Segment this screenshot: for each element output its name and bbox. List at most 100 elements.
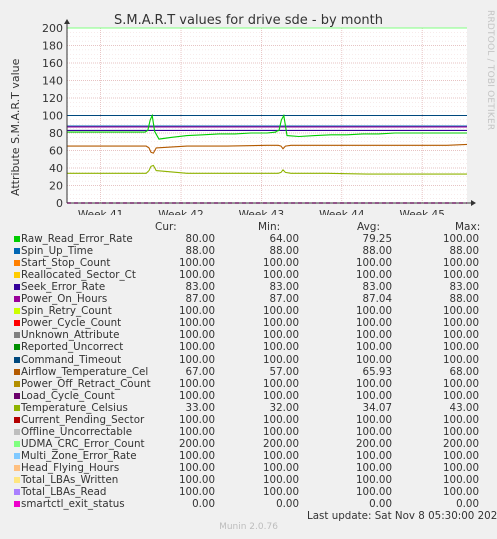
legend-value-avg: 100.00 bbox=[355, 425, 392, 438]
legend-value-cur: 87.00 bbox=[185, 293, 215, 306]
legend-value-cur: 200.00 bbox=[178, 437, 215, 450]
legend-value-cur: 100.00 bbox=[178, 425, 215, 438]
legend-series-name: Current_Pending_Sector bbox=[21, 413, 145, 426]
legend-value-cur: 100.00 bbox=[178, 449, 215, 462]
legend-series-name: Airflow_Temperature_Cel bbox=[21, 365, 149, 378]
legend-value-avg: 65.93 bbox=[362, 365, 392, 378]
legend-value-cur: 100.00 bbox=[178, 474, 215, 486]
legend-value-avg: 100.00 bbox=[355, 486, 392, 499]
legend-value-cur: 100.00 bbox=[178, 353, 215, 366]
legend-row: Reallocated_Sector_Ct 100.00 100.00 100.00 1… bbox=[13, 269, 493, 281]
y-tick-label: 180 bbox=[42, 40, 63, 53]
y-tick-label: 200 bbox=[42, 22, 63, 35]
last-update: Last update: Sat Nov 8 05:30:00 2025 bbox=[307, 510, 497, 522]
legend-swatch bbox=[14, 452, 20, 459]
legend-value-cur: 100.00 bbox=[178, 269, 215, 282]
legend-value-min: 100.00 bbox=[262, 257, 299, 270]
series-line-airflow_temperature_cel bbox=[67, 143, 468, 154]
legend-row: Power_On_Hours 87.00 87.00 87.04 88.00 bbox=[13, 293, 493, 305]
legend-value-min: 100.00 bbox=[262, 449, 299, 462]
legend-value-max: 43.00 bbox=[449, 401, 479, 414]
y-axis-arrow bbox=[64, 19, 70, 24]
legend-value-cur: 100.00 bbox=[178, 257, 215, 270]
legend-value-max: 88.00 bbox=[449, 245, 479, 258]
legend-row: Spin_Retry_Count 100.00 100.00 100.00 100.00 bbox=[13, 305, 493, 317]
legend-value-avg: 88.00 bbox=[362, 245, 392, 258]
legend-swatch bbox=[14, 356, 20, 363]
legend-swatch bbox=[14, 308, 20, 315]
y-axis-label: Attribute S.M.A.R.T value bbox=[9, 58, 22, 196]
legend-value-min: 100.00 bbox=[262, 377, 299, 390]
legend-row: Total_LBAs_Read 100.00 100.00 100.00 100.00 bbox=[13, 486, 493, 498]
y-tick-label: 120 bbox=[42, 92, 63, 105]
legend-value-cur: 33.00 bbox=[185, 401, 215, 414]
legend-series-name: Spin_Retry_Count bbox=[21, 305, 112, 318]
legend-value-max: 100.00 bbox=[442, 341, 479, 354]
legend-value-max: 200.00 bbox=[442, 437, 479, 450]
legend-value-min: 100.00 bbox=[262, 353, 299, 366]
legend-row: Current_Pending_Sector 100.00 100.00 100.00… bbox=[13, 414, 493, 426]
legend-value-avg: 0.00 bbox=[369, 498, 392, 511]
legend-value-max: 100.00 bbox=[442, 305, 479, 318]
legend-row: Seek_Error_Rate 83.00 83.00 83.00 83.00 bbox=[13, 281, 493, 293]
legend-value-avg: 100.00 bbox=[355, 329, 392, 342]
legend-swatch bbox=[14, 416, 20, 423]
legend-swatch bbox=[14, 380, 20, 387]
legend-row: Power_Cycle_Count 100.00 100.00 100.00 100.0… bbox=[13, 317, 493, 329]
legend-value-min: 83.00 bbox=[269, 281, 299, 294]
legend-series-name: Power_Off_Retract_Count bbox=[21, 377, 151, 390]
legend-series-name: Raw_Read_Error_Rate bbox=[21, 233, 133, 245]
legend-value-max: 100.00 bbox=[442, 474, 479, 486]
legend-row: Airflow_Temperature_Cel 67.00 57.00 65.93 68… bbox=[13, 366, 493, 378]
legend-value-max: 83.00 bbox=[449, 281, 479, 294]
legend-value-cur: 100.00 bbox=[178, 341, 215, 354]
legend-value-cur: 67.00 bbox=[185, 365, 215, 378]
legend-value-cur: 100.00 bbox=[178, 317, 215, 330]
legend-swatch bbox=[14, 428, 20, 435]
legend-swatch bbox=[14, 501, 20, 508]
legend-swatch bbox=[14, 260, 20, 267]
legend-series-name: Head_Flying_Hours bbox=[21, 461, 120, 474]
legend-header-avg: Avg: bbox=[357, 221, 380, 233]
legend-value-cur: 100.00 bbox=[178, 329, 215, 342]
legend-header-max: Max: bbox=[455, 221, 481, 233]
legend-value-min: 100.00 bbox=[262, 413, 299, 426]
legend-value-min: 100.00 bbox=[262, 317, 299, 330]
legend-value-min: 64.00 bbox=[269, 233, 299, 245]
legend-swatch bbox=[14, 284, 20, 291]
legend-series-name: Power_Cycle_Count bbox=[21, 317, 122, 330]
legend-value-max: 100.00 bbox=[442, 269, 479, 282]
legend-value-max: 100.00 bbox=[442, 353, 479, 366]
legend-series-name: Offline_Uncorrectable bbox=[21, 425, 133, 438]
legend-series-name: Command_Timeout bbox=[21, 353, 122, 366]
y-tick-label: 100 bbox=[42, 110, 63, 123]
legend-row: Unknown_Attribute 100.00 100.00 100.00 100.0… bbox=[13, 329, 493, 341]
legend-row: Multi_Zone_Error_Rate 100.00 100.00 100.00 1… bbox=[13, 450, 493, 462]
legend-value-min: 100.00 bbox=[262, 425, 299, 438]
legend-series-name: UDMA_CRC_Error_Count bbox=[21, 437, 145, 450]
munin-version: Munin 2.0.76 bbox=[219, 522, 278, 532]
chart-svg: 0 20 40 60 80 100 120 140 160 180 200 Week 41 Week 4… bbox=[42, 19, 476, 215]
legend-row: smartctl_exit_status 0.00 0.00 0.00 0.00 bbox=[13, 498, 493, 510]
legend-series-name: Reported_Uncorrect bbox=[21, 341, 124, 354]
legend-value-avg: 34.07 bbox=[362, 401, 392, 414]
y-tick-label: 40 bbox=[49, 162, 63, 175]
legend-value-cur: 80.00 bbox=[185, 233, 215, 245]
legend-swatch bbox=[14, 404, 20, 411]
legend-series-name: smartctl_exit_status bbox=[21, 498, 125, 511]
legend-series-name: Spin_Up_Time bbox=[21, 245, 94, 258]
legend-header-min: Min: bbox=[258, 221, 281, 233]
legend-value-avg: 100.00 bbox=[355, 257, 392, 270]
series-line-temperature_celsius bbox=[67, 164, 467, 175]
y-tick-label: 160 bbox=[42, 57, 63, 70]
x-tick-label: Week 45 bbox=[399, 209, 444, 215]
legend-header-cur: Cur: bbox=[155, 221, 177, 233]
legend-swatch bbox=[14, 392, 20, 399]
legend-row: Command_Timeout 100.00 100.00 100.00 100.00 bbox=[13, 354, 493, 366]
legend-value-avg: 79.25 bbox=[362, 233, 392, 245]
legend-value-min: 100.00 bbox=[262, 389, 299, 402]
legend-swatch bbox=[14, 344, 20, 351]
legend-value-avg: 100.00 bbox=[355, 341, 392, 354]
legend-value-max: 100.00 bbox=[442, 425, 479, 438]
legend-series-name: Multi_Zone_Error_Rate bbox=[21, 449, 137, 462]
